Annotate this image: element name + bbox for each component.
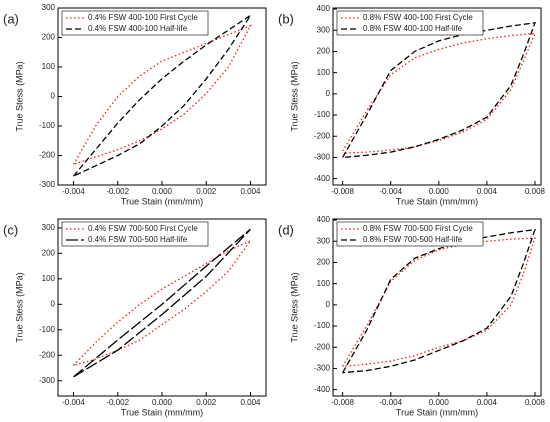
legend-box <box>61 221 209 247</box>
y-tick-label: 200 <box>317 47 331 56</box>
x-axis-label: True Stain (mm/mm) <box>396 407 478 417</box>
y-axis-label: True Stess (MPa) <box>289 272 299 342</box>
x-axis-label: True Stain (mm/mm) <box>396 196 478 206</box>
x-tick-label: -0.004 <box>379 398 402 407</box>
x-tick-label: -0.004 <box>62 398 85 407</box>
y-tick-label: 100 <box>42 62 56 71</box>
x-tick-label: 0.004 <box>477 187 498 196</box>
x-axis-label: True Stain (mm/mm) <box>121 196 203 206</box>
y-tick-label: 300 <box>317 236 331 245</box>
legend-label: 0.4% FSW 700-500 First Cycle <box>88 224 198 233</box>
x-tick-label: 0.004 <box>477 398 498 407</box>
y-tick-label: -100 <box>314 110 331 119</box>
x-tick-label: -0.002 <box>106 398 129 407</box>
plot-frame <box>332 218 542 397</box>
legend-label: 0.8% FSW 400-100 Half-life <box>363 24 463 33</box>
y-tick-label: -200 <box>314 131 331 140</box>
series-line <box>72 24 252 165</box>
y-tick-label: 0 <box>326 89 331 98</box>
y-tick-label: 200 <box>317 258 331 267</box>
legend-label: 0.4% FSW 400-100 Half-life <box>88 24 188 33</box>
legend-label: 0.4% FSW 400-100 First Cycle <box>88 13 198 22</box>
legend-label: 0.8% FSW 400-100 First Cycle <box>363 13 473 22</box>
plot-frame <box>332 7 542 186</box>
series-line <box>342 32 537 154</box>
panel-label: (d) <box>278 222 294 237</box>
y-axis-label: True Stess (MPa) <box>289 61 299 131</box>
y-tick-label: 100 <box>317 279 331 288</box>
series-line <box>73 239 253 367</box>
y-tick-label: -300 <box>314 364 331 373</box>
series-line <box>342 237 536 367</box>
x-axis-label: True Stain (mm/mm) <box>121 407 203 417</box>
y-tick-label: 300 <box>42 223 56 232</box>
y-tick-label: 200 <box>42 248 56 257</box>
y-tick-label: 0 <box>326 300 331 309</box>
x-tick-label: 0.004 <box>240 187 261 196</box>
y-tick-label: -300 <box>39 376 56 385</box>
x-tick-label: -0.002 <box>106 187 129 196</box>
x-tick-label: 0.008 <box>525 187 546 196</box>
x-tick-label: -0.008 <box>331 187 354 196</box>
panel-label: (a) <box>3 11 19 26</box>
series-line <box>342 228 536 374</box>
y-tick-label: 0 <box>51 299 56 308</box>
y-tick-label: -300 <box>39 180 56 189</box>
panel-label: (c) <box>3 222 18 237</box>
x-tick-label: -0.004 <box>379 187 402 196</box>
x-tick-label: 0.000 <box>429 187 450 196</box>
y-tick-label: 100 <box>317 68 331 77</box>
x-tick-label: 0.002 <box>196 187 217 196</box>
series-line <box>342 22 536 159</box>
y-tick-label: -100 <box>314 321 331 330</box>
y-tick-label: -100 <box>39 121 56 130</box>
series-line <box>73 228 251 378</box>
y-axis-label: True Stess (MPa) <box>14 61 24 131</box>
x-tick-label: 0.000 <box>152 187 173 196</box>
legend-label: 0.8% FSW 700-500 Half-life <box>363 235 463 244</box>
x-tick-label: 0.004 <box>240 398 261 407</box>
y-tick-label: -300 <box>314 153 331 162</box>
x-tick-label: -0.008 <box>331 398 354 407</box>
panel-label: (b) <box>278 11 294 26</box>
y-tick-label: -100 <box>39 325 56 334</box>
y-tick-label: 300 <box>317 25 331 34</box>
y-tick-label: -200 <box>39 151 56 160</box>
legend-box <box>61 10 209 36</box>
legend-label: 0.4% FSW 700-500 Half-life <box>88 235 188 244</box>
y-tick-label: 100 <box>42 274 56 283</box>
y-tick-label: 200 <box>42 33 56 42</box>
x-tick-label: -0.004 <box>62 187 85 196</box>
x-tick-label: 0.000 <box>429 398 450 407</box>
y-tick-label: 400 <box>317 215 331 224</box>
x-tick-label: 0.002 <box>196 398 217 407</box>
y-tick-label: 0 <box>51 92 56 101</box>
x-tick-label: 0.008 <box>525 398 546 407</box>
legend-label: 0.8% FSW 700-500 First Cycle <box>363 224 473 233</box>
y-tick-label: -200 <box>39 350 56 359</box>
legend-box <box>336 10 484 36</box>
x-tick-label: 0.000 <box>152 398 173 407</box>
y-axis-label: True Stess (MPa) <box>14 272 24 342</box>
y-tick-label: 300 <box>42 3 56 12</box>
y-tick-label: -200 <box>314 342 331 351</box>
y-tick-label: -400 <box>314 174 331 183</box>
legend-box <box>336 221 484 247</box>
y-tick-label: -400 <box>314 385 331 394</box>
series-line <box>72 14 252 177</box>
y-tick-label: 400 <box>317 4 331 13</box>
